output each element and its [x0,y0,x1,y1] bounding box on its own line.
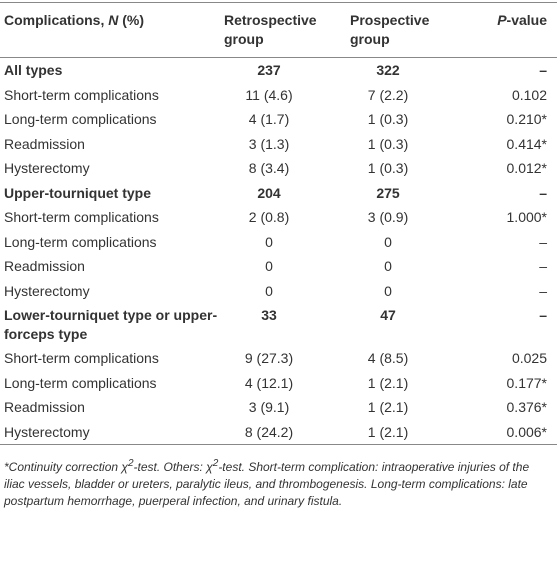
table-cell: 1 (0.3) [367,160,409,176]
table-cell: Short-term complications [4,86,159,103]
table-cell: – [539,62,547,78]
table-cell: Hysterectomy [4,282,90,299]
table-cell: Upper-tourniquet type [4,184,151,201]
footnote-text: 2 [127,458,134,469]
table-cell: 0.006* [456,419,557,445]
table-cell: Short-term complications [4,209,159,225]
table-cell: 1 (2.1) [367,399,409,415]
header-cell: Prospective group [338,2,456,58]
table-row: Hysterectomy 0 0 – [0,279,557,304]
table-cell: – [539,258,547,274]
table-cell: 8 (3.4) [248,160,290,176]
table-cell: 1 (0.3) [367,111,409,127]
table-cell: 0.210* [506,111,547,127]
header-row: Complications, N (%) Retrospective group… [0,2,557,58]
footnote-text: -test. Short-term complication: intraope… [4,460,530,508]
table-cell: 0 [265,233,273,250]
table-row: Hysterectomy 8 (3.4) 1 (0.3) 0.012* [0,156,557,181]
table-row: Readmission 3 (1.3) 1 (0.3) 0.414* [0,132,557,157]
table-cell: – [539,184,547,201]
table-cell: 0 [265,282,273,299]
table-cell: – [539,307,547,323]
table-cell: 0.012* [506,160,547,176]
table-cell: 237 [257,62,281,78]
table-cell: All types [4,62,63,78]
table-cell: 1 (2.1) [338,419,456,445]
table-cell: 322 [376,62,400,78]
table-row: Long-term complications 0 0 – [0,230,557,255]
table-cell: 4 (12.1) [244,374,294,391]
table-cell: Readmission [4,258,85,274]
header-cell: P-value [456,2,557,58]
table-cell: 0 [384,282,392,299]
table-cell: 33 [261,307,277,323]
table-cell: 1.000* [506,209,547,225]
table-cell: 0 [384,258,392,274]
section-row: Lower-tourniquet type or upper-forceps t… [0,303,557,346]
table-cell: Long-term complications [4,111,157,127]
data-table: Complications, N (%) Retrospective group… [0,2,557,445]
table-cell: – [539,282,547,299]
table-cell: 0.102 [511,86,547,103]
section-row: All types 237 322 – [0,58,557,83]
table-row: Hysterectomy 8 (24.2) 1 (2.1) 0.006* [0,419,557,445]
table-cell: 1 (2.1) [367,374,409,391]
table-row: Short-term complications 9 (27.3) 4 (8.5) 0… [0,346,557,371]
table-cell: 8 (24.2) [222,419,338,445]
table-cell: Hysterectomy [0,419,222,445]
table-cell: Hysterectomy [4,160,90,176]
header-text: P [497,12,507,28]
table-cell: 1 (0.3) [367,135,409,152]
table-header: Complications, N (%) Retrospective group… [0,2,557,58]
table-cell: 0 [384,233,392,250]
header-text: -value [506,12,547,28]
table-cell: 0.177* [506,374,547,391]
table-body: All types 237 322 – Short-term complications… [0,58,557,445]
table-cell: 3 (1.3) [248,135,290,152]
table-row: Readmission 0 0 – [0,254,557,279]
table-cell: Long-term complications [4,233,157,250]
footnote-text: -test. Others: χ [133,460,213,474]
table-cell: 0.376* [506,399,547,415]
header-text: (%) [118,12,145,28]
footnote-text: *Continuity correction χ [4,460,128,474]
table-row: Readmission 3 (9.1) 1 (2.1) 0.376* [0,395,557,420]
table-cell: 3 (9.1) [248,399,290,415]
table-row: Long-term complications 4 (12.1) 1 (2.1) 0.… [0,371,557,396]
table-cell: 0.414* [506,135,547,152]
footnote: *Continuity correction χ2-test. Others: … [0,445,557,510]
table-cell: 2 (0.8) [248,209,290,225]
table-cell: Short-term complications [4,350,159,366]
table-cell: 0 [265,258,273,274]
table-cell: 9 (27.3) [244,350,294,366]
table-row: Short-term complications 2 (0.8) 3 (0.9) 1.… [0,205,557,230]
header-cell: Complications, N (%) [0,2,222,58]
table-cell: 47 [380,307,396,323]
header-text: Complications, [4,12,109,28]
table-cell: 4 (1.7) [248,111,290,127]
table-cell: Readmission [4,135,85,152]
table-cell: 0.025 [511,350,547,366]
table-row: Long-term complications 4 (1.7) 1 (0.3) 0.2… [0,107,557,132]
table-cell: 3 (0.9) [367,209,409,225]
table-cell: – [539,233,547,250]
table-row: Short-term complications 11 (4.6) 7 (2.2) 0… [0,83,557,108]
header-cell: Retrospective group [222,2,338,58]
footnote-text: 2 [212,458,219,469]
table-cell: Lower-tourniquet type or upper-forceps t… [4,307,218,342]
table-cell: 204 [257,184,281,201]
section-row: Upper-tourniquet type 204 275 – [0,181,557,206]
table-cell: 4 (8.5) [367,350,409,366]
header-text: N [108,12,119,28]
table-cell: Long-term complications [4,374,157,391]
table-cell: 7 (2.2) [367,86,409,103]
table-cell: 275 [376,184,400,201]
table-cell: 11 (4.6) [245,86,293,103]
table-cell: Readmission [4,399,85,415]
